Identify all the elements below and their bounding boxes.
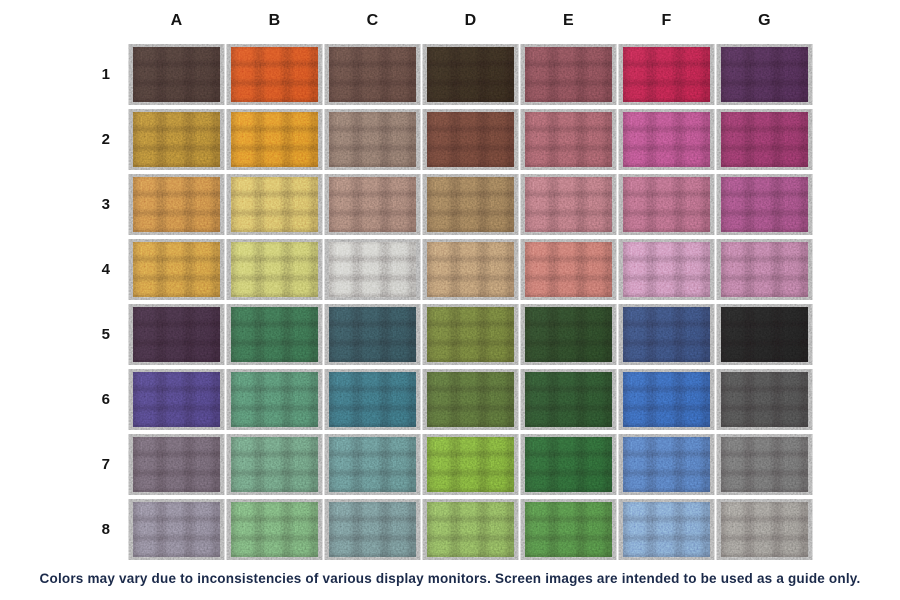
swatch-C6[interactable] xyxy=(329,372,416,427)
swatch-G4[interactable] xyxy=(721,242,808,297)
swatch-C3[interactable] xyxy=(329,177,416,232)
swatch-E1[interactable] xyxy=(525,47,612,102)
column-header-D: D xyxy=(464,11,477,29)
swatch-D4[interactable] xyxy=(427,242,514,297)
swatch-F7[interactable] xyxy=(623,437,710,492)
swatch-D3[interactable] xyxy=(427,177,514,232)
swatch-F1[interactable] xyxy=(623,47,710,102)
swatch-G8[interactable] xyxy=(721,502,808,557)
row-label-5: 5 xyxy=(101,326,110,343)
row-label-7: 7 xyxy=(101,456,110,473)
swatch-A6[interactable] xyxy=(133,372,220,427)
swatch-E3[interactable] xyxy=(525,177,612,232)
swatch-E4[interactable] xyxy=(525,242,612,297)
swatch-D1[interactable] xyxy=(427,47,514,102)
row-label-2: 2 xyxy=(101,131,110,148)
swatch-E7[interactable] xyxy=(525,437,612,492)
swatch-G5[interactable] xyxy=(721,307,808,362)
row-label-6: 6 xyxy=(101,391,110,408)
swatch-A3[interactable] xyxy=(133,177,220,232)
swatch-C4[interactable] xyxy=(329,242,416,297)
swatch-A1[interactable] xyxy=(133,47,220,102)
swatch-D8[interactable] xyxy=(427,502,514,557)
column-header-F: F xyxy=(661,11,672,29)
row-label-8: 8 xyxy=(101,521,110,538)
swatch-F6[interactable] xyxy=(623,372,710,427)
swatch-C7[interactable] xyxy=(329,437,416,492)
swatch-B2[interactable] xyxy=(231,112,318,167)
swatch-B4[interactable] xyxy=(231,242,318,297)
swatch-A7[interactable] xyxy=(133,437,220,492)
swatch-F5[interactable] xyxy=(623,307,710,362)
column-header-G: G xyxy=(758,11,771,29)
swatch-E5[interactable] xyxy=(525,307,612,362)
swatch-F8[interactable] xyxy=(623,502,710,557)
swatch-G3[interactable] xyxy=(721,177,808,232)
swatch-F2[interactable] xyxy=(623,112,710,167)
caption: Colors may vary due to inconsistencies o… xyxy=(39,571,861,586)
swatch-D7[interactable] xyxy=(427,437,514,492)
column-header-C: C xyxy=(366,11,379,29)
swatch-grid: A B C D E F G 1 2 3 4 5 6 7 8 xyxy=(0,4,808,557)
swatch-E6[interactable] xyxy=(525,372,612,427)
swatch-F3[interactable] xyxy=(623,177,710,232)
swatch-A4[interactable] xyxy=(133,242,220,297)
column-header-E: E xyxy=(563,11,574,29)
swatch-A8[interactable] xyxy=(133,502,220,557)
column-header-A: A xyxy=(170,11,183,29)
swatch-G7[interactable] xyxy=(721,437,808,492)
swatch-A2[interactable] xyxy=(133,112,220,167)
swatch-D6[interactable] xyxy=(427,372,514,427)
swatch-F4[interactable] xyxy=(623,242,710,297)
swatch-G2[interactable] xyxy=(721,112,808,167)
swatch-B3[interactable] xyxy=(231,177,318,232)
row-label-4: 4 xyxy=(101,261,110,278)
swatch-C1[interactable] xyxy=(329,47,416,102)
grid-corner-spacer xyxy=(0,4,122,37)
swatch-B8[interactable] xyxy=(231,502,318,557)
swatch-D5[interactable] xyxy=(427,307,514,362)
swatch-G1[interactable] xyxy=(721,47,808,102)
swatch-E8[interactable] xyxy=(525,502,612,557)
swatch-D2[interactable] xyxy=(427,112,514,167)
swatch-B5[interactable] xyxy=(231,307,318,362)
swatch-B1[interactable] xyxy=(231,47,318,102)
swatch-C8[interactable] xyxy=(329,502,416,557)
swatch-G6[interactable] xyxy=(721,372,808,427)
swatch-B7[interactable] xyxy=(231,437,318,492)
row-label-3: 3 xyxy=(101,196,110,213)
swatch-C2[interactable] xyxy=(329,112,416,167)
swatch-A5[interactable] xyxy=(133,307,220,362)
swatch-C5[interactable] xyxy=(329,307,416,362)
column-header-B: B xyxy=(268,11,281,29)
swatch-E2[interactable] xyxy=(525,112,612,167)
swatch-B6[interactable] xyxy=(231,372,318,427)
row-label-1: 1 xyxy=(101,66,110,83)
